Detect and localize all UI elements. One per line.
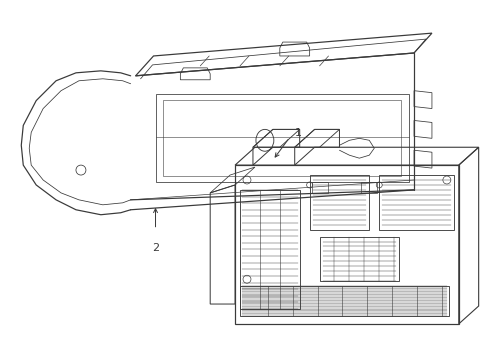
Text: 1: 1 (294, 129, 302, 138)
Text: 2: 2 (152, 243, 159, 252)
